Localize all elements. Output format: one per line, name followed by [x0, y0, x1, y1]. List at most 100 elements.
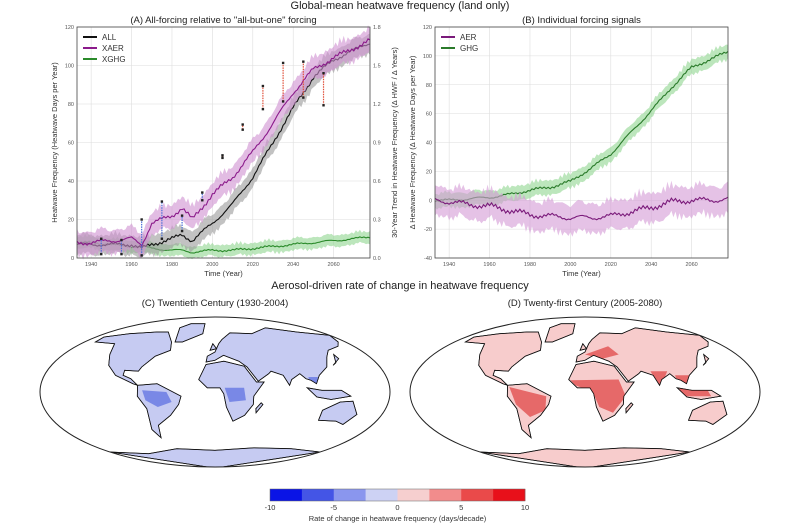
- plot-frame: [76, 26, 371, 259]
- trend-marker-low: [120, 252, 123, 256]
- colorbar-tick-label: -10: [265, 503, 276, 512]
- band-xaer: [77, 25, 370, 260]
- map-title: (D) Twenty-first Century (2005-2080): [508, 298, 663, 309]
- y-right-tick-label: 0.0: [373, 256, 381, 262]
- plot-frame: [434, 26, 729, 259]
- x-axis-label: Time (Year): [204, 269, 243, 278]
- colorbar-bin: [365, 489, 398, 501]
- colorbar-bin: [429, 489, 462, 501]
- x-tick-label: 2020: [605, 262, 617, 268]
- trend-marker-low: [180, 229, 184, 233]
- panel-A: (A) All-forcing relative to "all-but-one…: [50, 15, 399, 278]
- coastline: [94, 331, 172, 386]
- trend-marker-high: [241, 123, 244, 126]
- coastline: [568, 360, 635, 422]
- coastline: [687, 400, 728, 425]
- map-border: [409, 316, 761, 468]
- colorbar-tick-label: 5: [459, 503, 463, 512]
- colorbar-bin: [333, 489, 366, 501]
- coastline: [625, 402, 634, 414]
- x-tick-label: 1960: [483, 262, 495, 268]
- colorbar: -10 -5 0 5 10 Rate of change in heatwave freq…: [265, 488, 529, 523]
- coastline: [702, 353, 710, 366]
- map-title: (C) Twentieth Century (1930-2004): [142, 298, 289, 309]
- colorbar-bin: [270, 489, 303, 501]
- trend-marker-high: [100, 237, 103, 240]
- hotspot-region: [142, 390, 172, 407]
- series-line-xaer: [76, 38, 371, 248]
- panel-title: (A) All-forcing relative to "all-but-one…: [130, 15, 316, 26]
- panel-title: (B) Individual forcing signals: [522, 15, 641, 26]
- y-right-tick-label: 0.9: [373, 141, 381, 147]
- trend-marker-low: [281, 100, 285, 103]
- colorbar-tick-label: 0: [395, 503, 399, 512]
- coastline: [306, 387, 352, 400]
- x-tick-label: 2020: [247, 262, 259, 268]
- y-right-axis-label: 30-Year Trend in Heatwave Frequency (Δ H…: [390, 47, 399, 238]
- legend-label-aer: AER: [460, 33, 477, 42]
- trend-marker-high: [261, 84, 265, 88]
- x-tick-label: 1940: [85, 262, 97, 268]
- x-tick-label: 2000: [564, 262, 576, 268]
- trend-marker-low: [302, 96, 305, 99]
- trend-marker-high: [160, 200, 164, 203]
- coastline: [317, 400, 358, 425]
- coastline: [506, 383, 552, 439]
- coastline: [136, 383, 182, 439]
- x-tick-label: 2060: [328, 262, 340, 268]
- trend-marker-low: [201, 199, 204, 202]
- hotspot-region: [509, 387, 547, 417]
- trend-marker-high: [302, 60, 305, 63]
- trend-marker-high: [120, 238, 123, 242]
- trend-marker-high: [140, 218, 143, 221]
- coastline: [579, 343, 588, 351]
- x-tick-label: 2000: [206, 262, 218, 268]
- y-tick-label: -20: [424, 227, 432, 233]
- trend-marker-high: [201, 191, 204, 194]
- map-land: [94, 323, 358, 467]
- trend-marker-high: [281, 61, 285, 65]
- y-tick-label: 60: [426, 112, 432, 118]
- y-tick-label: 20: [426, 169, 432, 175]
- x-axis-label: Time (Year): [562, 269, 601, 278]
- trend-marker-low: [100, 252, 103, 256]
- colorbar-frame: [269, 488, 526, 502]
- colorbar-tick-label: -5: [330, 503, 337, 512]
- y-axis-label: Δ Heatwave Frequency (Δ Heatwave Days pe…: [408, 55, 417, 229]
- trend-marker-high: [221, 154, 224, 157]
- legend-label-ghg: GHG: [460, 44, 478, 53]
- coastline: [332, 353, 340, 366]
- trend-marker-low: [140, 254, 143, 257]
- y-tick-label: -40: [424, 256, 432, 262]
- y-tick-label: 80: [68, 102, 74, 108]
- map-panel-C: (C) Twentieth Century (1930-2004): [39, 298, 391, 468]
- trend-marker-high: [322, 72, 325, 75]
- y-tick-label: 0: [71, 256, 74, 262]
- y-tick-label: 100: [423, 54, 432, 60]
- y-tick-label: 60: [68, 141, 74, 147]
- colorbar-tick-label: 10: [521, 503, 529, 512]
- y-tick-label: 0: [429, 198, 432, 204]
- coastline: [209, 343, 218, 351]
- colorbar-bin: [461, 489, 494, 501]
- y-right-tick-label: 0.3: [373, 218, 381, 224]
- y-tick-label: 80: [426, 83, 432, 89]
- x-tick-label: 1960: [125, 262, 137, 268]
- figure-title: Global-mean heatwave frequency (land onl…: [291, 0, 510, 12]
- y-tick-label: 20: [68, 218, 74, 224]
- legend-label-xghg: XGHG: [102, 55, 126, 64]
- y-tick-label: 40: [68, 179, 74, 185]
- map-land: [464, 323, 728, 467]
- y-tick-label: 40: [426, 141, 432, 147]
- x-tick-label: 2040: [645, 262, 657, 268]
- panel-B: (B) Individual forcing signals 1940 1960 19…: [408, 15, 729, 278]
- coastline: [255, 402, 264, 414]
- x-tick-label: 1980: [524, 262, 536, 268]
- trend-marker-low: [221, 156, 224, 160]
- coastline: [198, 360, 265, 422]
- series-line-aer: [434, 196, 729, 221]
- legend-label-xaer: XAER: [102, 44, 124, 53]
- x-tick-label: 1980: [166, 262, 178, 268]
- trend-marker-low: [241, 128, 244, 131]
- coastline: [544, 323, 576, 343]
